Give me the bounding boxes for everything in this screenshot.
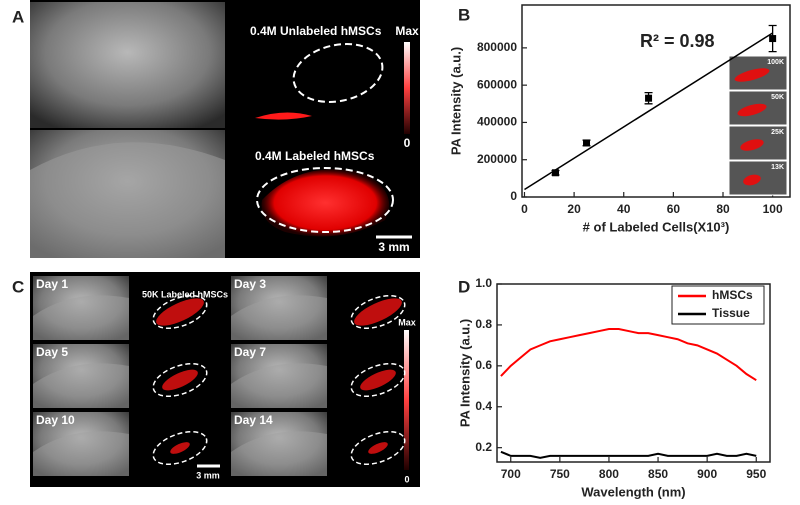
pa-signal bbox=[255, 112, 312, 120]
roi-ellipse bbox=[256, 167, 394, 233]
fit-line bbox=[524, 32, 774, 191]
tissue-texture bbox=[231, 363, 327, 408]
inset-signal bbox=[743, 174, 761, 186]
legend-label: hMSCs bbox=[712, 288, 753, 302]
tissue-texture bbox=[33, 295, 129, 340]
colorbar bbox=[404, 42, 410, 134]
x-tick-label: 800 bbox=[599, 467, 619, 481]
y-tick-label: 800000 bbox=[477, 40, 517, 54]
roi-ellipse bbox=[152, 430, 208, 466]
legend-box bbox=[671, 285, 765, 325]
y-tick-label: 0.6 bbox=[475, 358, 492, 372]
data-point bbox=[583, 139, 591, 147]
y-tick-label: 0.8 bbox=[475, 317, 492, 331]
pa-signal bbox=[368, 442, 388, 454]
panel-label: C bbox=[12, 277, 24, 296]
roi-ellipse bbox=[350, 362, 406, 398]
roi-ellipse bbox=[350, 294, 406, 330]
colorbar-max: Max bbox=[395, 24, 419, 38]
y-tick-label: 1.0 bbox=[475, 276, 492, 290]
x-tick-label: 40 bbox=[617, 202, 631, 216]
scale-label: 3 mm bbox=[196, 470, 220, 480]
tissue-texture bbox=[33, 363, 129, 408]
x-tick-label: 100 bbox=[763, 202, 783, 216]
annotation: R² = 0.98 bbox=[640, 31, 715, 51]
label: 50K Labeled hMSCs bbox=[142, 289, 228, 299]
y-tick-label: 600000 bbox=[477, 77, 517, 91]
roi-ellipse bbox=[292, 43, 384, 103]
day-label: Day 7 bbox=[234, 345, 266, 359]
panel-c: Max 0 50K Labeled hMSCs 3 mm Day 1 Day 3 D… bbox=[30, 272, 420, 487]
series-line bbox=[500, 450, 757, 459]
pa-signal bbox=[162, 369, 198, 391]
y-tick-label: 0.2 bbox=[475, 440, 492, 454]
inset-label: 13K bbox=[771, 164, 784, 171]
x-tick-label: 80 bbox=[716, 202, 730, 216]
x-axis-label: Wavelength (nm) bbox=[581, 484, 685, 499]
legend-label: Tissue bbox=[712, 306, 750, 320]
y-tick-label: 0 bbox=[510, 189, 517, 203]
x-tick-label: 900 bbox=[697, 467, 717, 481]
day-label: Day 3 bbox=[234, 277, 266, 291]
day-label: Day 5 bbox=[36, 345, 68, 359]
day-label: Day 10 bbox=[36, 413, 75, 427]
inset-label: 50K bbox=[771, 94, 784, 101]
x-tick-label: 950 bbox=[746, 467, 766, 481]
plot-frame bbox=[521, 4, 791, 198]
colorbar-max: Max bbox=[398, 317, 416, 327]
tissue-texture bbox=[231, 431, 327, 476]
x-axis-label: # of Labeled Cells(X10³) bbox=[583, 219, 730, 234]
data-point bbox=[552, 169, 559, 177]
inset-signal bbox=[740, 139, 764, 151]
pa-signal bbox=[170, 442, 190, 454]
data-point bbox=[645, 94, 653, 102]
roi-ellipse bbox=[152, 294, 208, 330]
y-tick-label: 0.4 bbox=[475, 399, 492, 413]
inset-signal bbox=[734, 68, 770, 82]
x-tick-label: 20 bbox=[567, 202, 581, 216]
series-line bbox=[500, 328, 757, 382]
roi-ellipse bbox=[350, 430, 406, 466]
day-label: Day 14 bbox=[234, 413, 273, 427]
panel-label: B bbox=[458, 5, 470, 24]
x-tick-label: 850 bbox=[648, 467, 668, 481]
pa-signal bbox=[156, 298, 204, 326]
pa-signal bbox=[360, 369, 396, 391]
tissue-texture bbox=[30, 142, 225, 258]
x-tick-label: 0 bbox=[521, 202, 528, 216]
x-tick-label: 60 bbox=[667, 202, 681, 216]
y-axis-label: PA Intensity (a.u.) bbox=[457, 319, 472, 427]
inset-label: 25K bbox=[771, 129, 784, 136]
roi-ellipse bbox=[152, 362, 208, 398]
y-tick-label: 200000 bbox=[477, 152, 517, 166]
colorbar-min: 0 bbox=[404, 474, 409, 484]
label: 0.4M Labeled hMSCs bbox=[255, 149, 375, 163]
pa-signal bbox=[261, 169, 390, 237]
inset-signal bbox=[737, 103, 767, 117]
x-tick-label: 750 bbox=[550, 467, 570, 481]
y-tick-label: 400000 bbox=[477, 115, 517, 129]
colorbar bbox=[404, 330, 409, 470]
panel-label: A bbox=[12, 7, 24, 26]
x-tick-label: 700 bbox=[501, 467, 521, 481]
tissue-texture bbox=[33, 431, 129, 476]
label: 0.4M Unlabeled hMSCs bbox=[250, 24, 382, 38]
inset-label: 100K bbox=[767, 59, 784, 66]
panel-a: 0.4M Unlabeled hMSCs 0.4M Labeled hMSCs … bbox=[30, 0, 420, 258]
day-label: Day 1 bbox=[36, 277, 68, 291]
panel-label: D bbox=[458, 277, 470, 296]
scale-label: 3 mm bbox=[378, 240, 409, 254]
ultrasound-image bbox=[30, 2, 225, 128]
plot-frame bbox=[496, 283, 771, 463]
colorbar-min: 0 bbox=[404, 136, 411, 150]
tissue-texture bbox=[231, 295, 327, 340]
data-point bbox=[769, 35, 777, 43]
pa-signal bbox=[354, 298, 402, 326]
y-axis-label: PA Intensity (a.u.) bbox=[448, 47, 463, 155]
